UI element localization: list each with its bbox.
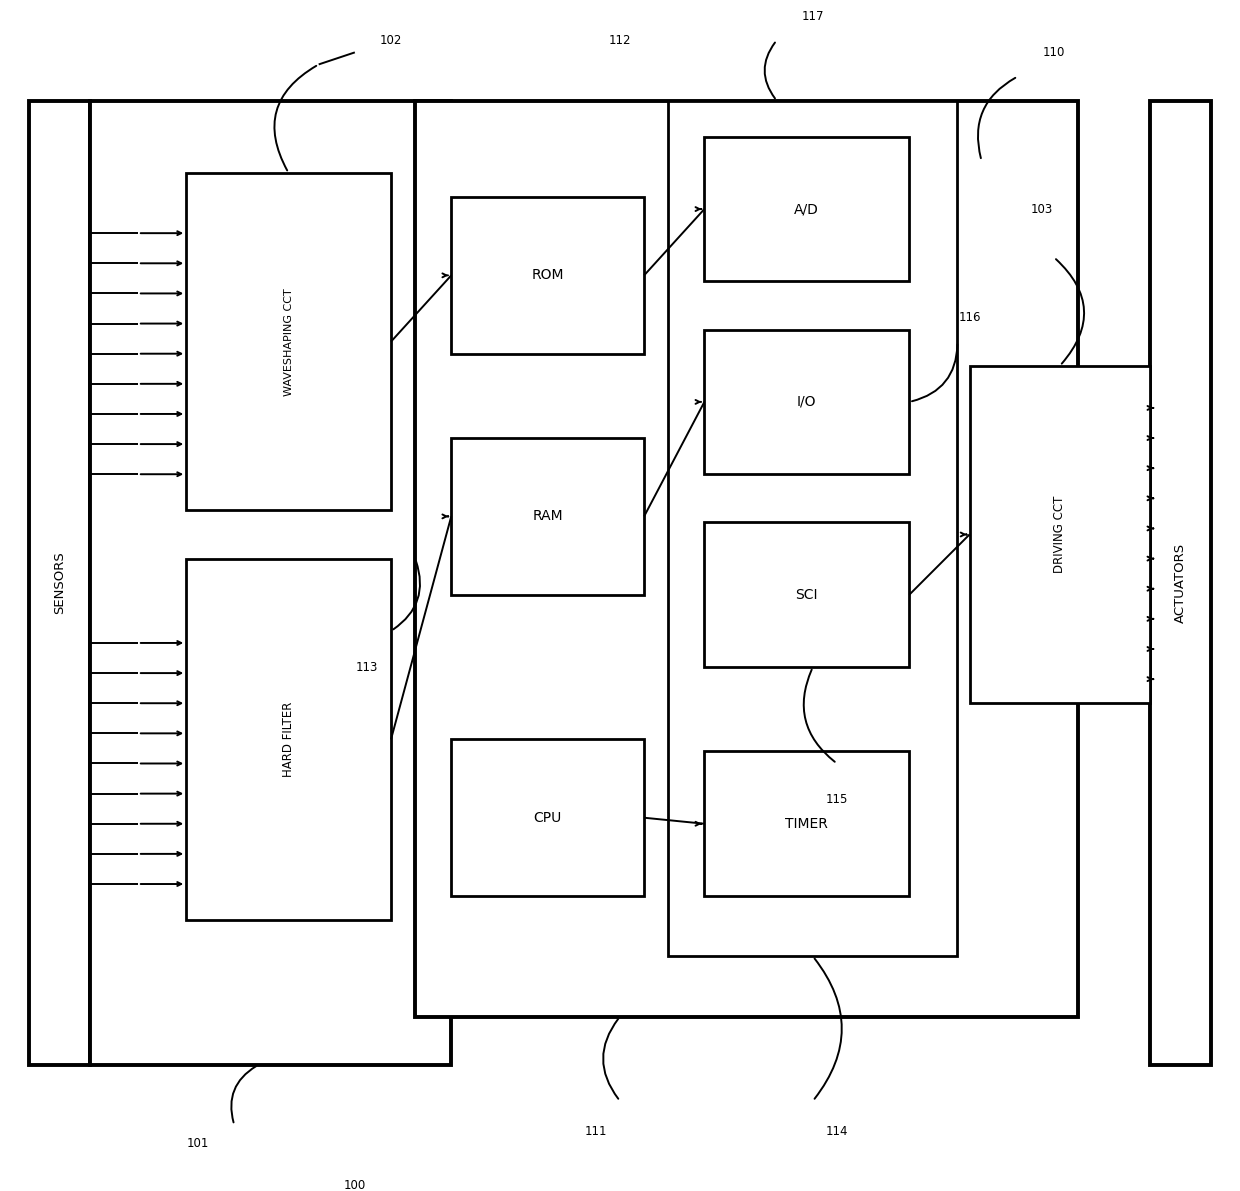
Text: 117: 117 [801,10,825,23]
Bar [668,100,957,956]
Text: 114: 114 [826,1124,848,1137]
Text: WAVESHAPING CCT: WAVESHAPING CCT [284,288,294,395]
Bar [451,740,644,896]
Bar [186,173,391,511]
Text: 103: 103 [1030,202,1053,216]
Text: RAM: RAM [532,510,563,523]
Text: CPU: CPU [533,811,562,824]
Text: 115: 115 [826,793,848,806]
Text: SCI: SCI [796,587,818,601]
Text: SENSORS: SENSORS [53,551,66,615]
Bar [186,559,391,921]
Bar [970,366,1151,703]
Text: 101: 101 [187,1136,210,1149]
Bar [704,137,909,281]
Bar [89,100,451,1065]
Text: A/D: A/D [795,202,820,216]
Text: 113: 113 [356,661,378,674]
Text: 110: 110 [1043,46,1065,58]
Text: ACTUATORS: ACTUATORS [1174,543,1187,623]
Bar [415,100,1078,1017]
Bar [451,438,644,594]
Bar [704,752,909,896]
Text: 100: 100 [343,1179,366,1191]
Text: DRIVING CCT: DRIVING CCT [1054,495,1066,573]
Bar [30,100,89,1065]
Bar [704,330,909,474]
Text: I/O: I/O [797,395,817,409]
Text: 111: 111 [584,1124,608,1137]
Bar [1151,100,1210,1065]
Bar [704,523,909,667]
Text: 116: 116 [959,311,981,324]
Bar [451,197,644,354]
Text: TIMER: TIMER [785,817,828,831]
Text: HARD FILTER: HARD FILTER [281,701,295,777]
Text: ROM: ROM [532,268,564,282]
Text: 112: 112 [609,33,631,46]
Text: 102: 102 [379,33,402,46]
